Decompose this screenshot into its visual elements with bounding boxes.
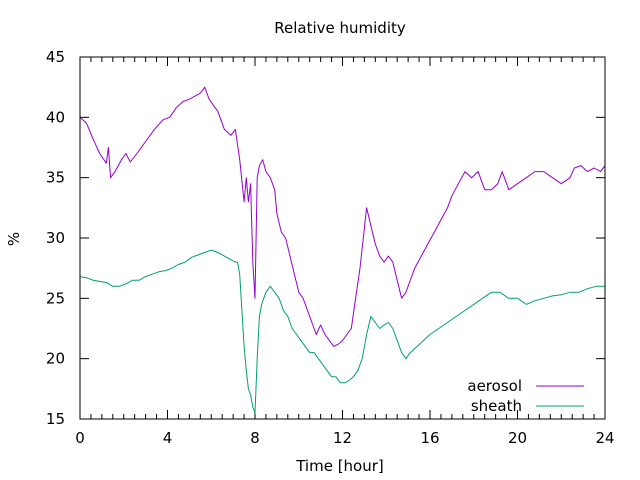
y-tick-label: 30 (46, 229, 65, 247)
y-tick-label: 15 (46, 410, 65, 428)
series-line-sheath (79, 249, 605, 414)
legend: aerosol sheath (467, 377, 584, 415)
y-tick-label: 20 (46, 350, 65, 368)
x-tick-label: 24 (595, 429, 614, 447)
y-tick-label: 40 (46, 108, 65, 126)
x-tick-label: 8 (250, 429, 260, 447)
legend-label-sheath: sheath (471, 397, 522, 415)
chart-title: Relative humidity (274, 19, 406, 37)
x-tick-label: 12 (333, 429, 352, 447)
y-tick-label: 25 (46, 289, 65, 307)
x-axis-label: Time [hour] (295, 457, 384, 475)
y-tick-label: 35 (46, 169, 65, 187)
x-tick-label: 4 (163, 429, 173, 447)
x-tick-label: 20 (508, 429, 527, 447)
y-tick-label: 45 (46, 48, 65, 66)
legend-label-aerosol: aerosol (467, 377, 522, 395)
x-tick-label: 16 (420, 429, 439, 447)
plot-frame (79, 56, 606, 420)
y-axis-label: % (5, 232, 23, 246)
axis-ticks: 0 4 8 12 16 20 24 15 20 25 30 35 40 45 (46, 48, 615, 447)
series-line-aerosol (79, 86, 606, 348)
x-tick-label: 0 (75, 429, 85, 447)
plot-series (79, 86, 606, 414)
